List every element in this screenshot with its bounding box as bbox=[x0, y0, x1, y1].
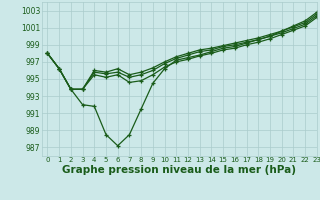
X-axis label: Graphe pression niveau de la mer (hPa): Graphe pression niveau de la mer (hPa) bbox=[62, 165, 296, 175]
